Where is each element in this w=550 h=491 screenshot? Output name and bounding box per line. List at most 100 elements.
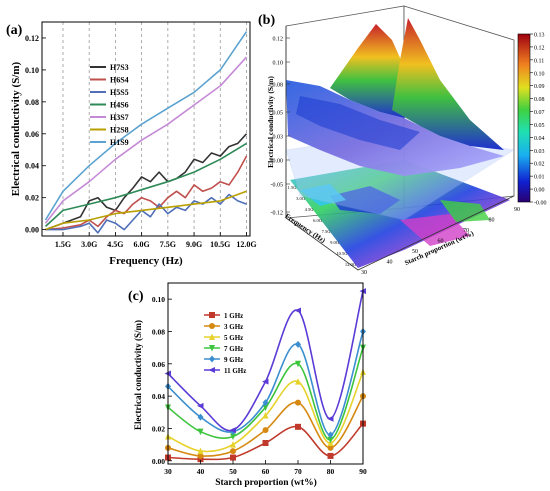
panel-b-colorbar-tick-label: 0.05 <box>534 123 545 129</box>
panel-b-y-tick-label: 10.5G <box>336 251 348 256</box>
panel-b-z-tick-label: -0.05 <box>271 183 284 189</box>
panel-b-y-tick-label: 12.0G <box>345 262 357 267</box>
panel-b-y-tick-label: 3.0G <box>296 196 306 201</box>
panel-a-x-ticks: 1.5G 3.0G 4.5G 6.0G 7.5G 9.0G 10.5G 12.0G <box>55 232 257 249</box>
panel-a-series-lines <box>44 31 248 234</box>
panel-a-legend-label: H2S8 <box>110 126 129 135</box>
panel-b-colorbar-tick-label: 0.03 <box>534 149 545 155</box>
panel-c-y-tick-label: 0.06 <box>152 360 165 369</box>
panel-a-legend-label: H6S4 <box>110 76 129 85</box>
panel-b-floor-blob-3 <box>400 214 470 246</box>
panel-a-frame <box>41 21 251 237</box>
panel-b-x-tick-label: 90 <box>514 207 520 213</box>
panel-c-x-tick-label: 40 <box>197 467 205 476</box>
panel-c-legend-marker <box>209 345 215 352</box>
panel-c-data-point <box>230 433 236 441</box>
panel-b-y-tick-label: 7.5G <box>322 229 332 234</box>
panel-c-data-point <box>197 452 204 459</box>
panel-c-data-point <box>197 456 204 463</box>
panel-b-floor-blob-4 <box>440 200 490 222</box>
panel-c-data-point <box>295 378 301 385</box>
panel-c-y-tick-label: 0.00 <box>152 457 165 466</box>
panel-b-z-tick-label: 0.00 <box>273 159 284 165</box>
panel-b-floor-heatmap <box>290 160 510 268</box>
panel-a-x-tick-label: 12.0G <box>236 240 256 249</box>
panel-a-x-tick-label: 7.5G <box>160 240 176 249</box>
panel-c-legend-label: 11 GHz <box>224 367 246 375</box>
panel-b-z-tick-label: 0.08 <box>273 83 284 89</box>
panel-b-x-tick-label: 70 <box>463 228 469 234</box>
panel-b-colorbar-tick-label: 0.09 <box>534 84 545 90</box>
panel-c-data-point <box>327 431 334 439</box>
panel-c-legend-label: 7 GHz <box>224 345 243 353</box>
panel-c-data-point <box>327 415 334 422</box>
panel-b-z-tick-label: 0.05 <box>273 111 284 117</box>
panel-b-colorbar-tick-label: 0.00 <box>534 188 545 194</box>
panel-c-legend-label: 1 GHz <box>224 312 243 320</box>
panel-c-y-tick-label: 0.08 <box>152 327 165 336</box>
panel-a-series-h4s6 <box>44 142 247 227</box>
panel-c-data-point <box>294 307 301 314</box>
panel-b-surface-shade <box>296 96 420 150</box>
panel-a-legend-label: H7S3 <box>110 63 129 72</box>
panel-c-x-tick-label: 80 <box>327 467 335 476</box>
panel-c-data-point <box>262 378 269 385</box>
panel-c-legend-marker <box>208 367 215 373</box>
panel-b-z-tick-label: 0.12 <box>273 37 284 43</box>
panel-a-y-ticks: 0.00 0.02 0.04 0.06 0.08 0.10 0.12 <box>25 34 46 235</box>
panel-b-y-ticks: 12.0G 10.5G 9.0G 7.5G 6.0G 4.5G 3.0G 1.5G <box>288 185 357 267</box>
panel-b-x-tick-label: 50 <box>412 249 418 255</box>
panel-b-colorbar-tick-label: 0.07 <box>534 110 545 116</box>
panel-b-colorbar-tick-label: 0.10 <box>534 71 545 77</box>
panel-a-x-tick-label: 3.0G <box>81 240 97 249</box>
panel-c-x-tick-label: 90 <box>359 467 367 476</box>
panel-b-z-ticks: 0.12 0.10 0.08 0.05 0.03 0.00 -0.05 -0.12 <box>271 37 290 217</box>
panel-a-y-tick-label: 0.00 <box>25 226 39 235</box>
panel-a-y-tick-label: 0.12 <box>25 34 39 43</box>
panel-a-label: (a) <box>6 23 23 38</box>
panel-b-label: (b) <box>258 13 275 28</box>
panel-c-x-tick-label: 70 <box>294 467 302 476</box>
panel-b-y-tick-label: 1.5G <box>288 185 298 190</box>
panel-b-colorbar-tick-label: 0.02 <box>534 162 545 168</box>
panel-a-y-axis-label: Electrical conductivity (S/m) <box>10 61 22 196</box>
panel-c-chart: (c) 0.00 0.02 0.04 0.06 0.08 0.10 30 40 50 60 70 8… <box>128 282 367 488</box>
panel-b-x-tick-label: 80 <box>489 218 495 224</box>
panel-c-legend-label: 3 GHz <box>224 323 243 331</box>
panel-a-series-h1s9 <box>44 31 248 221</box>
panel-c-data-point <box>230 454 236 461</box>
panel-a-legend-label: H1S9 <box>110 138 129 147</box>
panel-b-z-tick-label: 0.03 <box>273 135 284 141</box>
panel-c-data-point <box>295 360 301 368</box>
panel-c-x-tick-label: 50 <box>229 467 237 476</box>
panel-c-data-point <box>197 413 204 421</box>
panel-c-data-point <box>262 439 269 446</box>
panel-c-data-point <box>197 447 204 455</box>
panel-c-data-point <box>327 444 334 451</box>
panel-c-label: (c) <box>128 289 144 304</box>
panel-b-colorbar-ticks: 0.13 0.12 0.11 0.10 0.09 0.08 0.07 0.05 0.04 0.03… <box>530 33 547 207</box>
panel-c-legend: 1 GHz 3 GHz 5 GHz 7 GHz 9 GHz 11 GHz <box>204 312 246 375</box>
panel-c-data-point <box>197 428 204 436</box>
panel-c-y-ticks: 0.00 0.02 0.04 0.06 0.08 0.10 <box>152 295 172 466</box>
panel-c-y-tick-label: 0.02 <box>152 424 165 433</box>
panel-a-legend-label: H4S6 <box>110 101 129 110</box>
panel-b-surface-ridge-2 <box>392 18 504 150</box>
panel-c-data-point <box>262 399 269 407</box>
panel-b-y-tick-label: 6.0G <box>313 218 323 223</box>
panel-a-series-h5s5 <box>45 193 247 234</box>
panel-c-data-point <box>295 399 301 406</box>
panel-c-y-tick-label: 0.04 <box>152 392 165 401</box>
panel-b-colorbar-tick-label: 0.08 <box>534 97 545 103</box>
panel-b-front-edge <box>285 26 515 271</box>
panel-b-y-tick-label: 9.0G <box>330 240 340 245</box>
panel-a-x-tick-label: 10.5G <box>210 240 230 249</box>
panel-a-series-h3s7 <box>44 56 248 224</box>
panel-c-data-point <box>229 427 236 434</box>
panel-c-series-7-ghz <box>167 347 364 441</box>
panel-a-series-h6s4 <box>45 155 248 231</box>
panel-b-floor-blob-1 <box>330 186 400 214</box>
panel-c-data-point <box>197 402 204 409</box>
panel-c-y-tick-label: 0.10 <box>152 295 165 304</box>
